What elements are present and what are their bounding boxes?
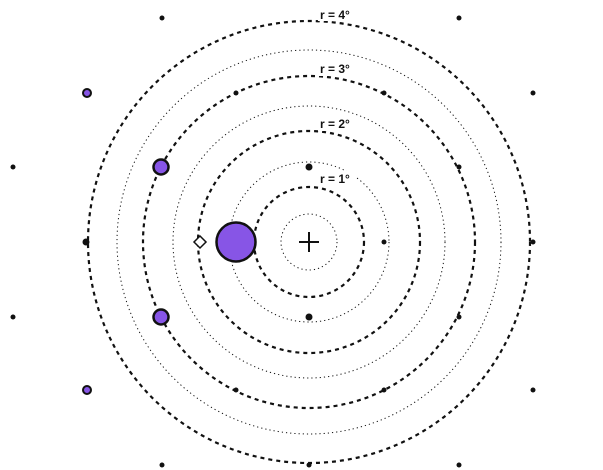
purple-marker-small <box>82 385 92 395</box>
dot <box>381 239 387 245</box>
dot <box>233 387 239 393</box>
dot <box>305 313 313 321</box>
dot <box>530 239 536 245</box>
dashed-ring-2 <box>196 129 422 355</box>
dot <box>306 462 312 468</box>
ring-label-4: r = 4° <box>320 8 350 22</box>
dot <box>530 90 536 96</box>
dot <box>10 164 16 170</box>
dotted-ring-1 <box>280 213 338 271</box>
fixation-cross-icon <box>299 232 319 252</box>
dot <box>456 15 462 21</box>
dot <box>381 387 387 393</box>
purple-marker-medium <box>152 308 170 326</box>
diamond-icon <box>192 234 208 250</box>
dotted-ring-3 <box>172 105 446 379</box>
dotted-rings <box>116 49 502 435</box>
dot <box>159 15 165 21</box>
purple-marker-medium <box>152 158 170 176</box>
dot <box>159 462 165 468</box>
dot <box>530 387 536 393</box>
ring-labels: r = 1° r = 2° r = 3° r = 4° <box>318 6 356 186</box>
dot <box>233 90 239 96</box>
dot <box>456 164 462 170</box>
dashed-ring-3 <box>141 74 477 410</box>
dotted-ring-4 <box>116 49 502 435</box>
grid-dots <box>10 15 536 468</box>
dot <box>456 462 462 468</box>
ring-label-1: r = 1° <box>320 172 350 186</box>
dotted-ring-2 <box>228 161 390 323</box>
ring-label-2: r = 2° <box>320 117 350 131</box>
purple-marker-small <box>82 88 92 98</box>
dot <box>82 238 90 246</box>
dot <box>456 314 462 320</box>
dashed-ring-1 <box>252 185 366 299</box>
purple-markers <box>82 88 257 395</box>
dot <box>10 314 16 320</box>
dot <box>381 90 387 96</box>
ring-label-3: r = 3° <box>320 62 350 76</box>
dot <box>305 163 313 171</box>
purple-marker-large <box>215 221 257 263</box>
